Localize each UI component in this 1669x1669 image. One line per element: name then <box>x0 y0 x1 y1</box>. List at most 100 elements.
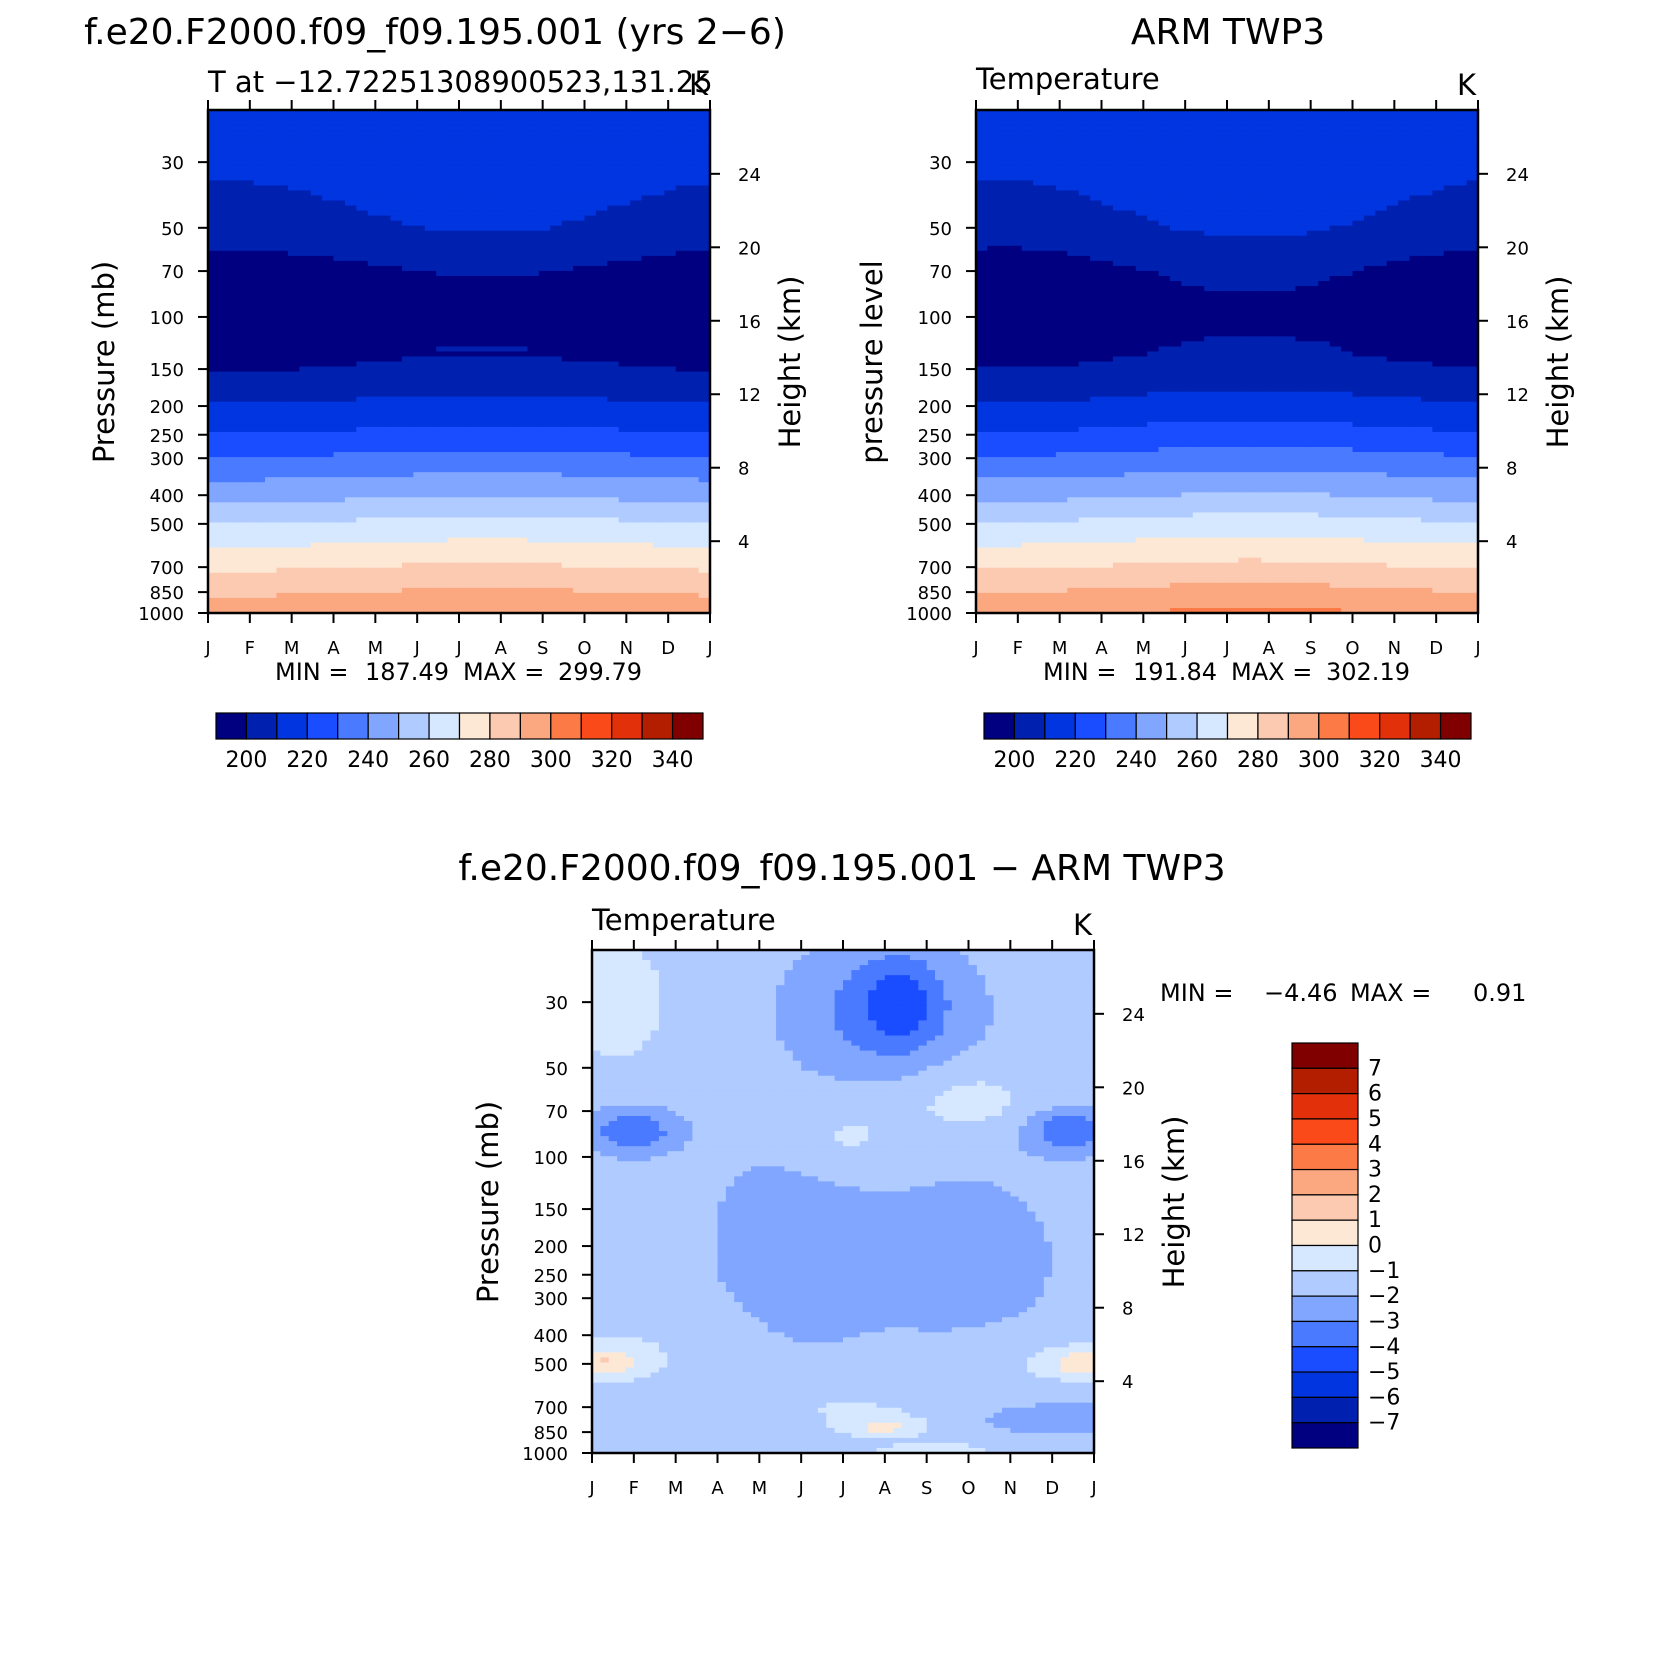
contour-cell <box>641 361 654 368</box>
contour-cell <box>356 502 369 508</box>
contour-cell <box>1112 115 1125 121</box>
contour-cell <box>310 517 323 524</box>
panel-model-min-value: 187.49 <box>365 658 449 686</box>
contour-cell <box>1363 155 1376 161</box>
contour-cell <box>276 507 289 513</box>
contour-cell <box>310 336 323 342</box>
contour-cell <box>687 416 700 423</box>
contour-cell <box>630 582 643 589</box>
contour-cell <box>253 517 266 524</box>
contour-cell <box>1112 130 1125 136</box>
contour-cell <box>265 587 278 594</box>
contour-cell <box>561 291 574 297</box>
contour-cell <box>630 452 643 458</box>
contour-cell <box>698 351 710 358</box>
contour-cell <box>607 602 620 609</box>
contour-cell <box>698 311 710 317</box>
contour-cell <box>470 482 483 488</box>
contour-cell <box>367 457 380 463</box>
contour-cell <box>310 341 323 348</box>
contour-cell <box>1204 120 1217 126</box>
contour-cell <box>527 140 540 146</box>
contour-cell <box>470 462 483 468</box>
contour-cell <box>413 160 426 166</box>
contour-cell <box>379 321 392 327</box>
contour-cell <box>652 281 665 287</box>
contour-cell <box>1318 130 1331 136</box>
contour-cell <box>607 452 620 458</box>
contour-cell <box>1010 150 1023 156</box>
contour-cell <box>459 250 472 257</box>
contour-cell <box>1067 120 1080 126</box>
contour-cell <box>459 457 472 463</box>
contour-cell <box>356 366 369 373</box>
contour-cell <box>310 396 323 403</box>
contour-cell <box>550 165 563 171</box>
contour-cell <box>595 401 608 408</box>
contour-cell <box>504 552 517 559</box>
contour-cell <box>287 286 300 292</box>
contour-cell <box>630 281 643 287</box>
contour-cell <box>698 497 710 503</box>
contour-cell <box>698 140 710 146</box>
contour-cell <box>401 321 414 327</box>
contour-cell <box>1295 115 1308 121</box>
contour-cell <box>1124 110 1137 116</box>
contour-cell <box>219 527 232 534</box>
contour-cell <box>493 235 506 242</box>
contour-cell <box>493 185 506 192</box>
contour-cell <box>1306 145 1319 151</box>
contour-cell <box>584 165 597 171</box>
contour-cell <box>652 557 665 564</box>
contour-cell <box>424 522 437 529</box>
contour-cell <box>356 552 369 559</box>
contour-cell <box>413 245 426 252</box>
contour-cell <box>607 522 620 529</box>
contour-cell <box>344 512 357 519</box>
contour-cell <box>481 401 494 408</box>
contour-cell <box>367 441 380 448</box>
contour-cell <box>1078 135 1091 141</box>
contour-cell <box>630 436 643 443</box>
contour-cell <box>493 281 506 287</box>
contour-cell <box>390 577 403 584</box>
contour-cell <box>459 331 472 337</box>
contour-cell <box>1078 125 1091 131</box>
contour-cell <box>287 396 300 403</box>
contour-cell <box>493 306 506 312</box>
contour-cell <box>607 346 620 353</box>
contour-cell <box>242 235 255 242</box>
contour-cell <box>1124 120 1137 126</box>
contour-cell <box>652 150 665 156</box>
contour-cell <box>698 386 710 393</box>
contour-cell <box>322 421 335 428</box>
contour-cell <box>573 190 586 197</box>
contour-cell <box>630 160 643 166</box>
contour-cell <box>652 492 665 498</box>
contour-cell <box>333 416 346 423</box>
contour-cell <box>641 351 654 358</box>
contour-cell <box>504 502 517 508</box>
contour-cell <box>413 210 426 217</box>
contour-cell <box>481 366 494 373</box>
contour-cell <box>630 316 643 322</box>
contour-cell <box>652 472 665 478</box>
contour-cell <box>219 185 232 192</box>
contour-cell <box>367 492 380 498</box>
contour-cell <box>527 195 540 202</box>
contour-cell <box>675 356 688 363</box>
contour-cell <box>390 557 403 564</box>
contour-cell <box>242 477 255 483</box>
contour-cell <box>299 572 312 579</box>
contour-cell <box>447 286 460 292</box>
contour-cell <box>401 607 414 613</box>
contour-cell <box>664 125 677 131</box>
contour-cell <box>1375 145 1388 151</box>
contour-cell <box>675 130 688 136</box>
contour-cell <box>344 301 357 307</box>
contour-cell <box>447 351 460 358</box>
contour-cell <box>595 205 608 212</box>
contour-cell <box>356 562 369 569</box>
contour-cell <box>1101 135 1114 141</box>
contour-cell <box>356 416 369 423</box>
